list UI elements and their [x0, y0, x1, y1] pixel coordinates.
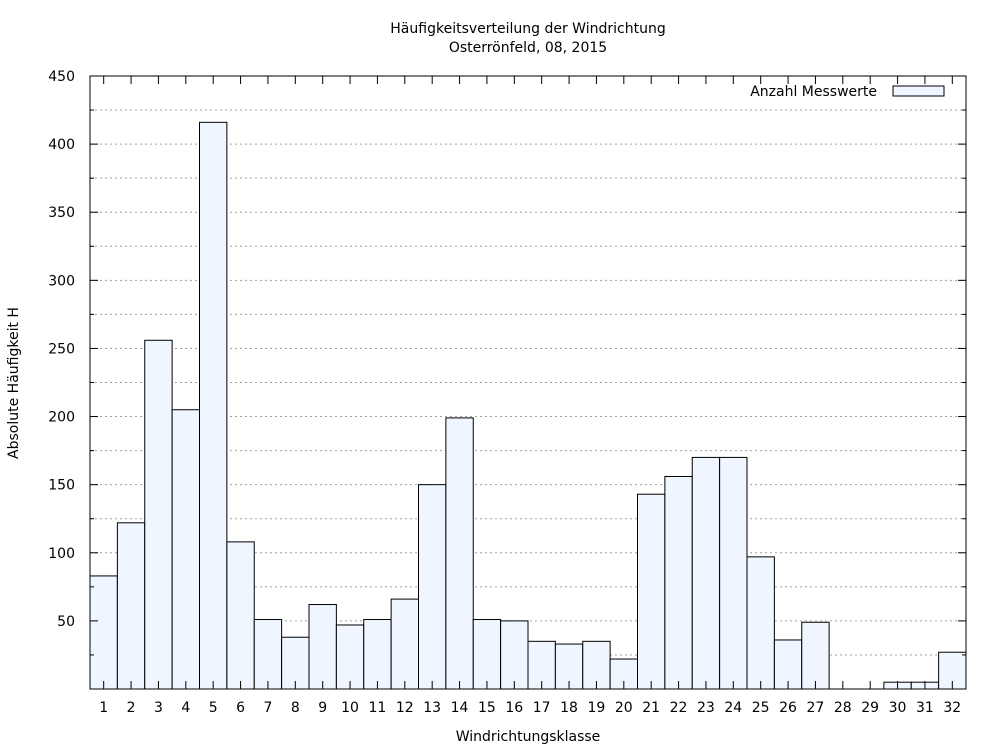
bar — [500, 620, 529, 690]
x-tick-label: 3 — [154, 700, 163, 716]
y-axis-ticks: 50 100 150 200 250 300 350 400 450 — [48, 69, 966, 656]
x-tick-label: 12 — [396, 700, 414, 716]
x-tick-label: 30 — [889, 700, 907, 716]
x-tick-label: 31 — [916, 700, 934, 716]
x-tick-label: 32 — [943, 700, 961, 716]
x-tick-label: 27 — [807, 700, 825, 716]
bar — [281, 636, 310, 690]
y-tick-label: 150 — [48, 478, 75, 494]
x-tick-label: 1 — [99, 700, 108, 716]
bar — [116, 522, 146, 690]
x-tick-label: 6 — [236, 700, 245, 716]
x-tick-label: 9 — [318, 700, 327, 716]
bar — [746, 556, 775, 690]
x-tick-label: 29 — [861, 700, 879, 716]
x-axis-ticks: 1 2 3 4 5 6 7 8 9 10 11 12 13 14 15 16 17 18 19 20 21 22 23 24 2… — [99, 76, 961, 716]
x-tick-label: 5 — [209, 700, 218, 716]
y-tick-label: 50 — [57, 614, 75, 630]
x-tick-label: 23 — [697, 700, 715, 716]
bar — [199, 121, 228, 690]
legend-swatch — [892, 85, 945, 97]
x-axis-label: Windrichtungsklasse — [456, 729, 601, 745]
bar — [472, 619, 502, 690]
bar — [253, 619, 283, 690]
x-tick-label: 4 — [181, 700, 190, 716]
bar — [144, 339, 173, 690]
plot-frame — [89, 75, 967, 690]
legend-label: Anzahl Messwerte — [750, 84, 877, 100]
x-tick-label: 28 — [834, 700, 852, 716]
y-tick-label: 250 — [48, 341, 75, 357]
x-tick-label: 11 — [369, 700, 387, 716]
x-tick-label: 8 — [291, 700, 300, 716]
x-tick-label: 21 — [642, 700, 660, 716]
bar — [719, 456, 748, 690]
x-tick-label: 17 — [533, 700, 551, 716]
bar — [363, 619, 392, 690]
x-tick-label: 24 — [724, 700, 742, 716]
y-tick-label: 300 — [48, 273, 75, 289]
bar — [335, 624, 365, 690]
x-tick-label: 25 — [752, 700, 770, 716]
bar — [801, 621, 830, 690]
x-tick-label: 2 — [127, 700, 136, 716]
x-tick-label: 19 — [588, 700, 606, 716]
chart-subtitle: Osterrönfeld, 08, 2015 — [449, 40, 607, 56]
bar — [418, 484, 447, 690]
x-tick-label: 16 — [505, 700, 523, 716]
bar — [171, 409, 200, 690]
bar — [691, 456, 721, 690]
y-tick-label: 200 — [48, 410, 75, 426]
bar — [390, 598, 419, 690]
y-axis-label: Absolute Häufigkeit H — [6, 307, 22, 459]
y-tick-label: 400 — [48, 137, 75, 153]
y-tick-label: 450 — [48, 69, 75, 85]
x-tick-label: 13 — [423, 700, 441, 716]
x-tick-label: 18 — [560, 700, 578, 716]
legend: Anzahl Messwerte — [750, 84, 945, 100]
x-tick-label: 15 — [478, 700, 496, 716]
bar — [89, 575, 118, 690]
x-tick-label: 26 — [779, 700, 797, 716]
x-tick-label: 14 — [451, 700, 469, 716]
bar — [664, 475, 693, 690]
y-tick-label: 350 — [48, 205, 75, 221]
bar — [226, 541, 255, 690]
y-tick-label: 100 — [48, 546, 75, 562]
bar — [637, 493, 666, 690]
bar-series — [89, 121, 967, 690]
bar — [445, 417, 474, 690]
x-tick-label: 22 — [670, 700, 688, 716]
x-tick-label: 20 — [615, 700, 633, 716]
bar — [308, 604, 337, 690]
x-tick-label: 7 — [263, 700, 272, 716]
chart-title: Häufigkeitsverteilung der Windrichtung — [390, 21, 665, 37]
x-tick-label: 10 — [341, 700, 359, 716]
